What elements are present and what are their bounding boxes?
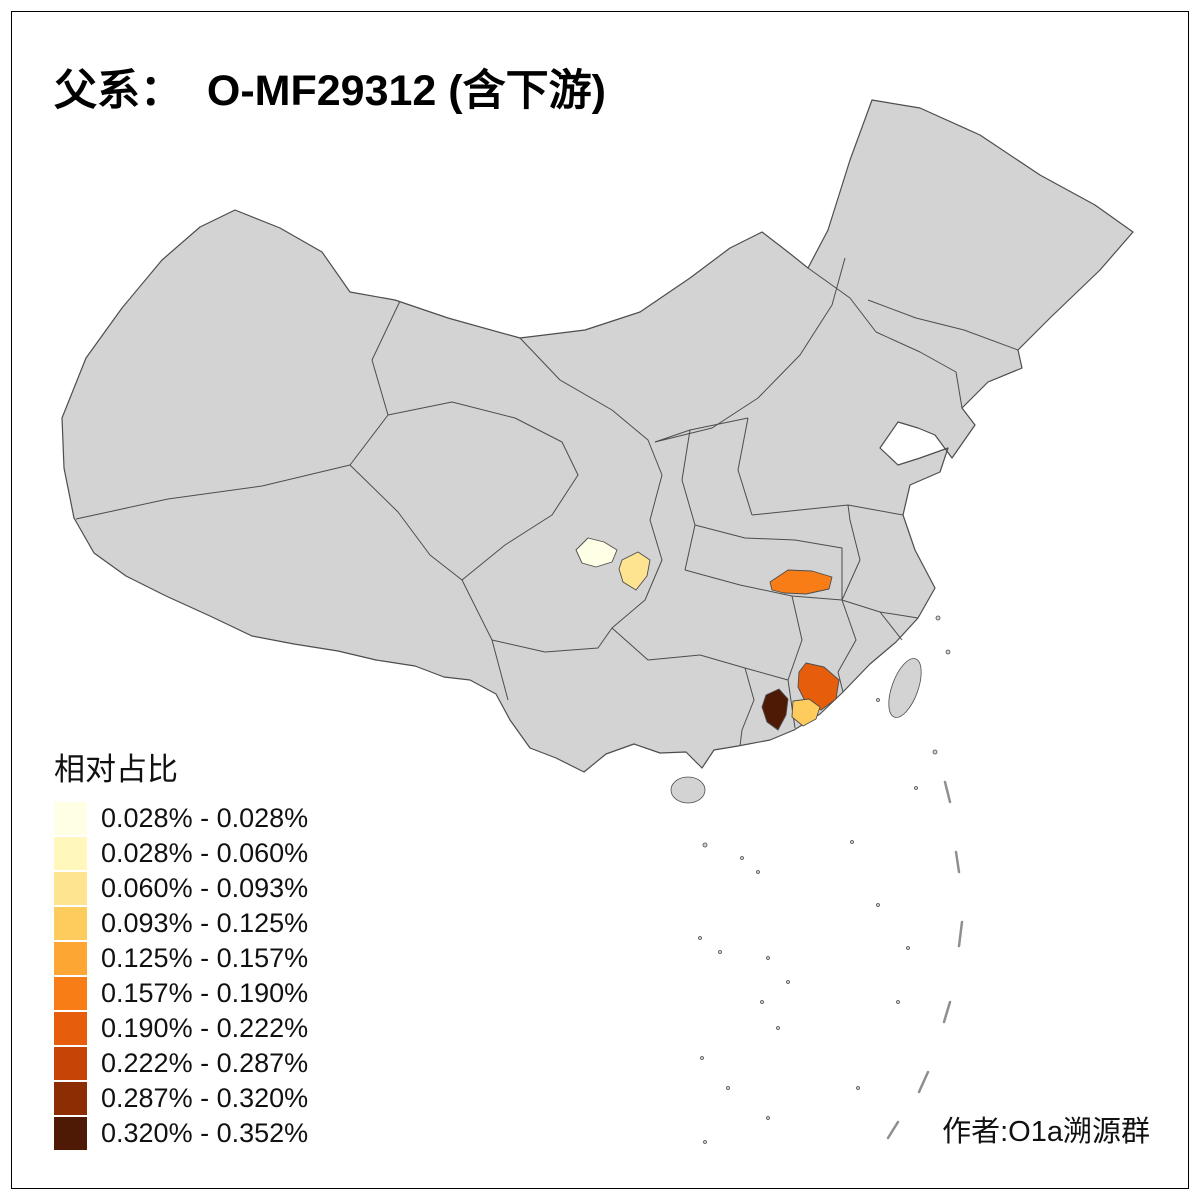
legend-swatch <box>54 802 87 835</box>
legend-swatch <box>54 942 87 975</box>
legend-label: 0.093% - 0.125% <box>101 908 309 938</box>
legend-row: 0.028% - 0.060% <box>54 836 308 871</box>
legend-label: 0.125% - 0.157% <box>101 943 309 973</box>
mainland-outline <box>61 99 1134 773</box>
legend-swatch <box>54 907 87 940</box>
legend-swatch <box>54 1047 87 1080</box>
legend-row: 0.060% - 0.093% <box>54 871 308 906</box>
highlight-region-4 <box>797 662 840 711</box>
map-title: 父系： O-MF29312 (含下游) <box>54 67 606 115</box>
legend-label: 0.028% - 0.060% <box>101 838 309 868</box>
legend-swatch <box>54 837 87 870</box>
islands <box>670 615 951 1144</box>
legend-row: 0.320% - 0.352% <box>54 1116 308 1151</box>
legend-swatch <box>54 1012 87 1045</box>
legend-row: 0.287% - 0.320% <box>54 1081 308 1116</box>
legend-swatch <box>54 872 87 905</box>
legend-label: 0.190% - 0.222% <box>101 1013 309 1043</box>
highlighted-regions <box>575 537 840 731</box>
legend-label: 0.028% - 0.028% <box>101 803 309 833</box>
highlight-region-2 <box>618 551 651 591</box>
legend-label: 0.060% - 0.093% <box>101 873 309 903</box>
hainan-island <box>670 776 706 804</box>
highlight-region-6 <box>791 698 821 727</box>
highlight-region-1 <box>575 537 618 568</box>
legend-title: 相对占比 <box>54 752 178 787</box>
taiwan-island <box>888 658 922 718</box>
legend: 相对占比 0.028% - 0.028% 0.028% - 0.060% 0.0… <box>54 744 308 1151</box>
legend-row: 0.028% - 0.028% <box>54 801 308 836</box>
legend-label: 0.157% - 0.190% <box>101 978 309 1008</box>
highlight-region-5 <box>761 688 789 731</box>
legend-row: 0.157% - 0.190% <box>54 976 308 1011</box>
legend-row: 0.222% - 0.287% <box>54 1046 308 1081</box>
legend-row: 0.125% - 0.157% <box>54 941 308 976</box>
legend-swatch <box>54 1117 87 1150</box>
legend-swatch <box>54 1082 87 1115</box>
legend-label: 0.222% - 0.287% <box>101 1048 309 1078</box>
province-borders <box>75 257 1019 747</box>
legend-label: 0.320% - 0.352% <box>101 1118 309 1148</box>
sea-boundary-dashes <box>886 780 964 1140</box>
legend-label: 0.287% - 0.320% <box>101 1083 309 1113</box>
legend-row: 0.190% - 0.222% <box>54 1011 308 1046</box>
highlight-region-3 <box>769 569 833 595</box>
legend-swatch <box>54 977 87 1010</box>
attribution: 作者:O1a溯源群 <box>942 1116 1150 1148</box>
legend-row: 0.093% - 0.125% <box>54 906 308 941</box>
